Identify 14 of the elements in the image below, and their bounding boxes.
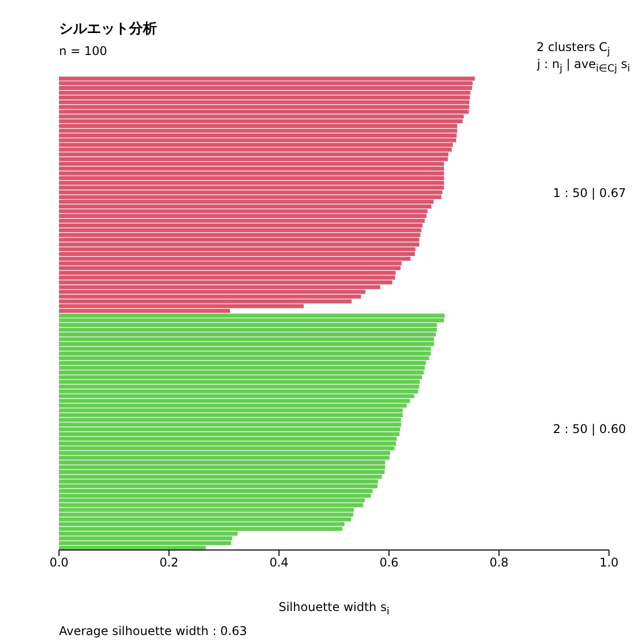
chart-title: シルエット分析	[59, 20, 157, 38]
chart-subtitle: n = 100	[59, 44, 108, 58]
x-tick-label: 0.4	[269, 556, 289, 570]
x-tick-label: 0.2	[159, 556, 179, 570]
text: Average silhouette width : 0.63	[59, 624, 248, 638]
x-axis-title: Silhouette width s$_{i}$	[278, 600, 390, 618]
x-tick-label: 0.0	[49, 556, 69, 570]
x-tick-label: 1.0	[599, 556, 619, 570]
x-tick-label: 0.6	[379, 556, 399, 570]
annotation: 1 : 50 | 0.67	[553, 186, 626, 200]
text: 2 clusters C$_{j}$	[536, 40, 610, 58]
x-tick-label: 0.8	[489, 556, 509, 570]
text: j : n$_{j}$ | ave$_{i∈Cj}$ s$_{i}$	[536, 57, 630, 74]
annotation: 2 : 50 | 0.60	[553, 422, 626, 436]
